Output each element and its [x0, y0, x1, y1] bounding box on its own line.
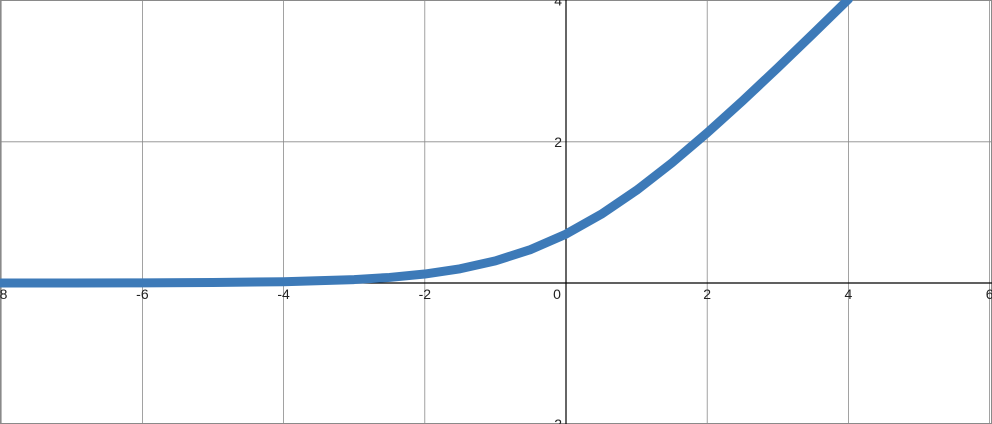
x-tick-label: 0: [553, 286, 561, 302]
series: [0, 0, 853, 288]
x-tick-label: -6: [136, 286, 149, 302]
x-tick-label: 4: [845, 286, 853, 302]
y-tick-label: -2: [550, 416, 563, 424]
x-tick-label: 2: [703, 286, 711, 302]
y-tick-label: 2: [554, 134, 562, 150]
y-tick-label: 4: [554, 0, 562, 9]
x-tick-label: -8: [0, 286, 8, 302]
series-line: [0, 0, 853, 288]
x-tick-label: -4: [277, 286, 290, 302]
x-tick-label: -2: [419, 286, 432, 302]
x-tick-label: 6: [986, 286, 992, 302]
